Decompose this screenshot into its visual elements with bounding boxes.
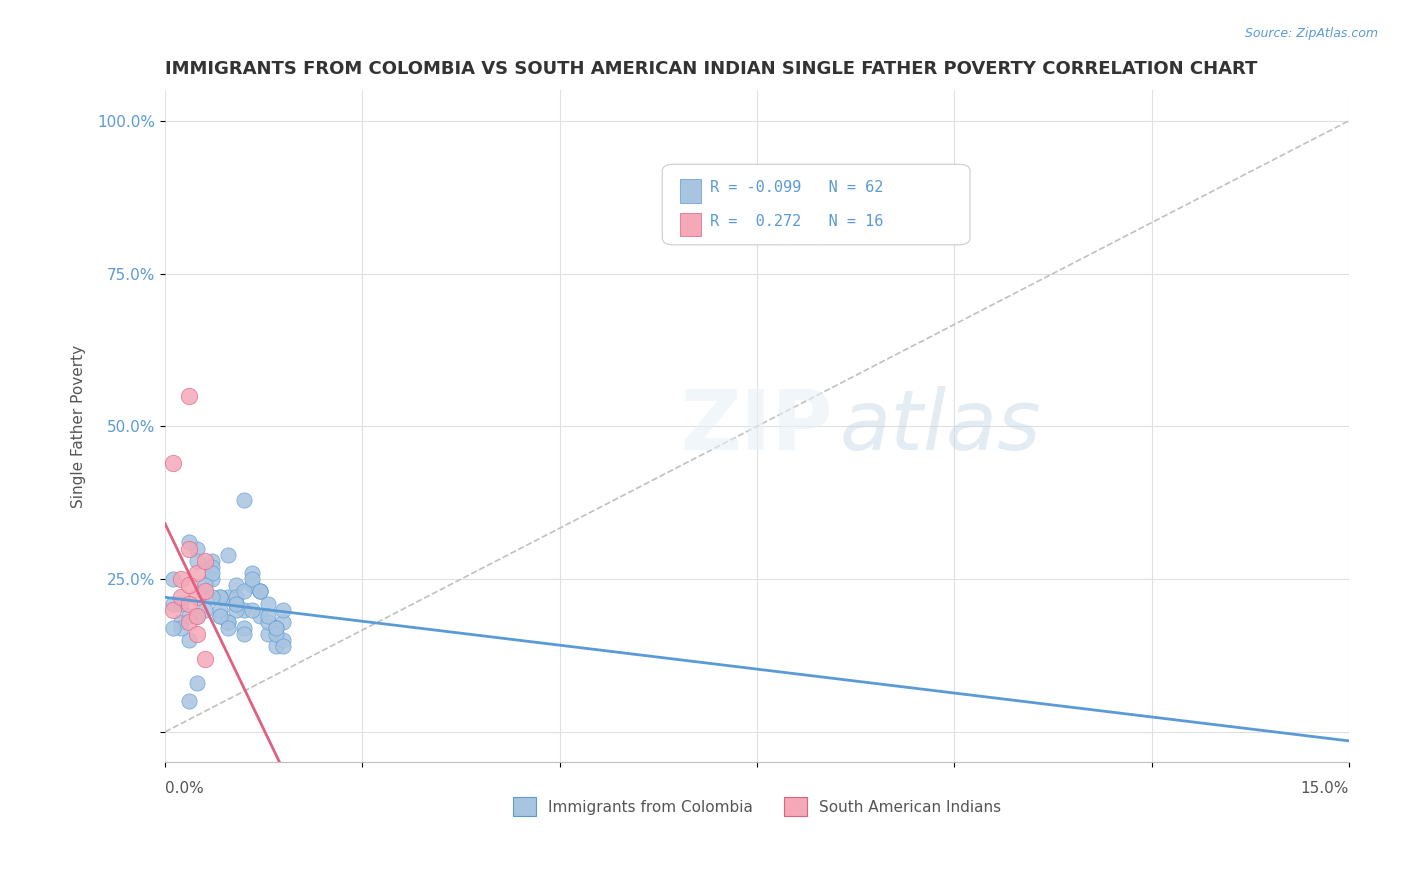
FancyBboxPatch shape: [681, 212, 702, 236]
Point: [186, 627, 208, 641]
Point: [256, 597, 278, 611]
Point: [225, 591, 247, 605]
Point: [249, 584, 271, 599]
Point: [249, 584, 271, 599]
Point: [209, 591, 232, 605]
Point: [170, 597, 193, 611]
Point: [170, 572, 193, 586]
Text: R = -0.099   N = 62: R = -0.099 N = 62: [710, 180, 883, 195]
Point: [193, 584, 215, 599]
Point: [233, 492, 256, 507]
Point: [233, 602, 256, 616]
Point: [177, 578, 200, 592]
Text: Source: ZipAtlas.com: Source: ZipAtlas.com: [1244, 27, 1378, 40]
Point: [217, 548, 239, 562]
Point: [177, 633, 200, 648]
Point: [186, 566, 208, 580]
Point: [217, 615, 239, 629]
Point: [162, 621, 184, 635]
Point: [177, 615, 200, 629]
Text: R =  0.272   N = 16: R = 0.272 N = 16: [710, 214, 883, 229]
Point: [170, 621, 193, 635]
Legend: Immigrants from Colombia, South American Indians: Immigrants from Colombia, South American…: [508, 791, 1007, 822]
Point: [186, 676, 208, 690]
Point: [240, 572, 263, 586]
Point: [273, 633, 295, 648]
Point: [217, 615, 239, 629]
Point: [225, 597, 247, 611]
Point: [240, 602, 263, 616]
Point: [177, 694, 200, 708]
Point: [249, 584, 271, 599]
Point: [256, 615, 278, 629]
Point: [256, 608, 278, 623]
Point: [186, 554, 208, 568]
Point: [170, 615, 193, 629]
Point: [201, 572, 224, 586]
Point: [233, 584, 256, 599]
Point: [162, 456, 184, 470]
Point: [170, 591, 193, 605]
Point: [209, 591, 232, 605]
Point: [233, 627, 256, 641]
Point: [233, 621, 256, 635]
Y-axis label: Single Father Poverty: Single Father Poverty: [72, 345, 86, 508]
Point: [186, 541, 208, 556]
Point: [193, 584, 215, 599]
FancyBboxPatch shape: [681, 179, 702, 202]
Point: [186, 608, 208, 623]
Point: [193, 578, 215, 592]
Point: [225, 597, 247, 611]
Point: [177, 535, 200, 549]
Point: [264, 640, 287, 654]
Point: [249, 608, 271, 623]
FancyBboxPatch shape: [662, 164, 970, 245]
Point: [162, 602, 184, 616]
Point: [186, 608, 208, 623]
Point: [264, 621, 287, 635]
Point: [225, 602, 247, 616]
Point: [193, 554, 215, 568]
Text: atlas: atlas: [839, 386, 1042, 467]
Text: IMMIGRANTS FROM COLOMBIA VS SOUTH AMERICAN INDIAN SINGLE FATHER POVERTY CORRELAT: IMMIGRANTS FROM COLOMBIA VS SOUTH AMERIC…: [165, 60, 1257, 78]
Point: [162, 597, 184, 611]
Point: [209, 602, 232, 616]
Point: [264, 627, 287, 641]
Point: [186, 591, 208, 605]
Point: [177, 541, 200, 556]
Text: ZIP: ZIP: [681, 386, 834, 467]
Point: [177, 597, 200, 611]
Point: [273, 602, 295, 616]
Point: [209, 608, 232, 623]
Point: [177, 389, 200, 403]
Point: [256, 627, 278, 641]
Point: [240, 566, 263, 580]
Point: [177, 608, 200, 623]
Point: [201, 591, 224, 605]
Text: 0.0%: 0.0%: [165, 780, 204, 796]
Point: [193, 602, 215, 616]
Point: [273, 640, 295, 654]
Point: [209, 608, 232, 623]
Point: [225, 578, 247, 592]
Point: [201, 566, 224, 580]
Point: [162, 572, 184, 586]
Text: 15.0%: 15.0%: [1301, 780, 1348, 796]
Point: [217, 591, 239, 605]
Point: [201, 560, 224, 574]
Point: [240, 578, 263, 592]
Point: [273, 615, 295, 629]
Point: [193, 651, 215, 665]
Point: [264, 621, 287, 635]
Point: [201, 554, 224, 568]
Point: [217, 621, 239, 635]
